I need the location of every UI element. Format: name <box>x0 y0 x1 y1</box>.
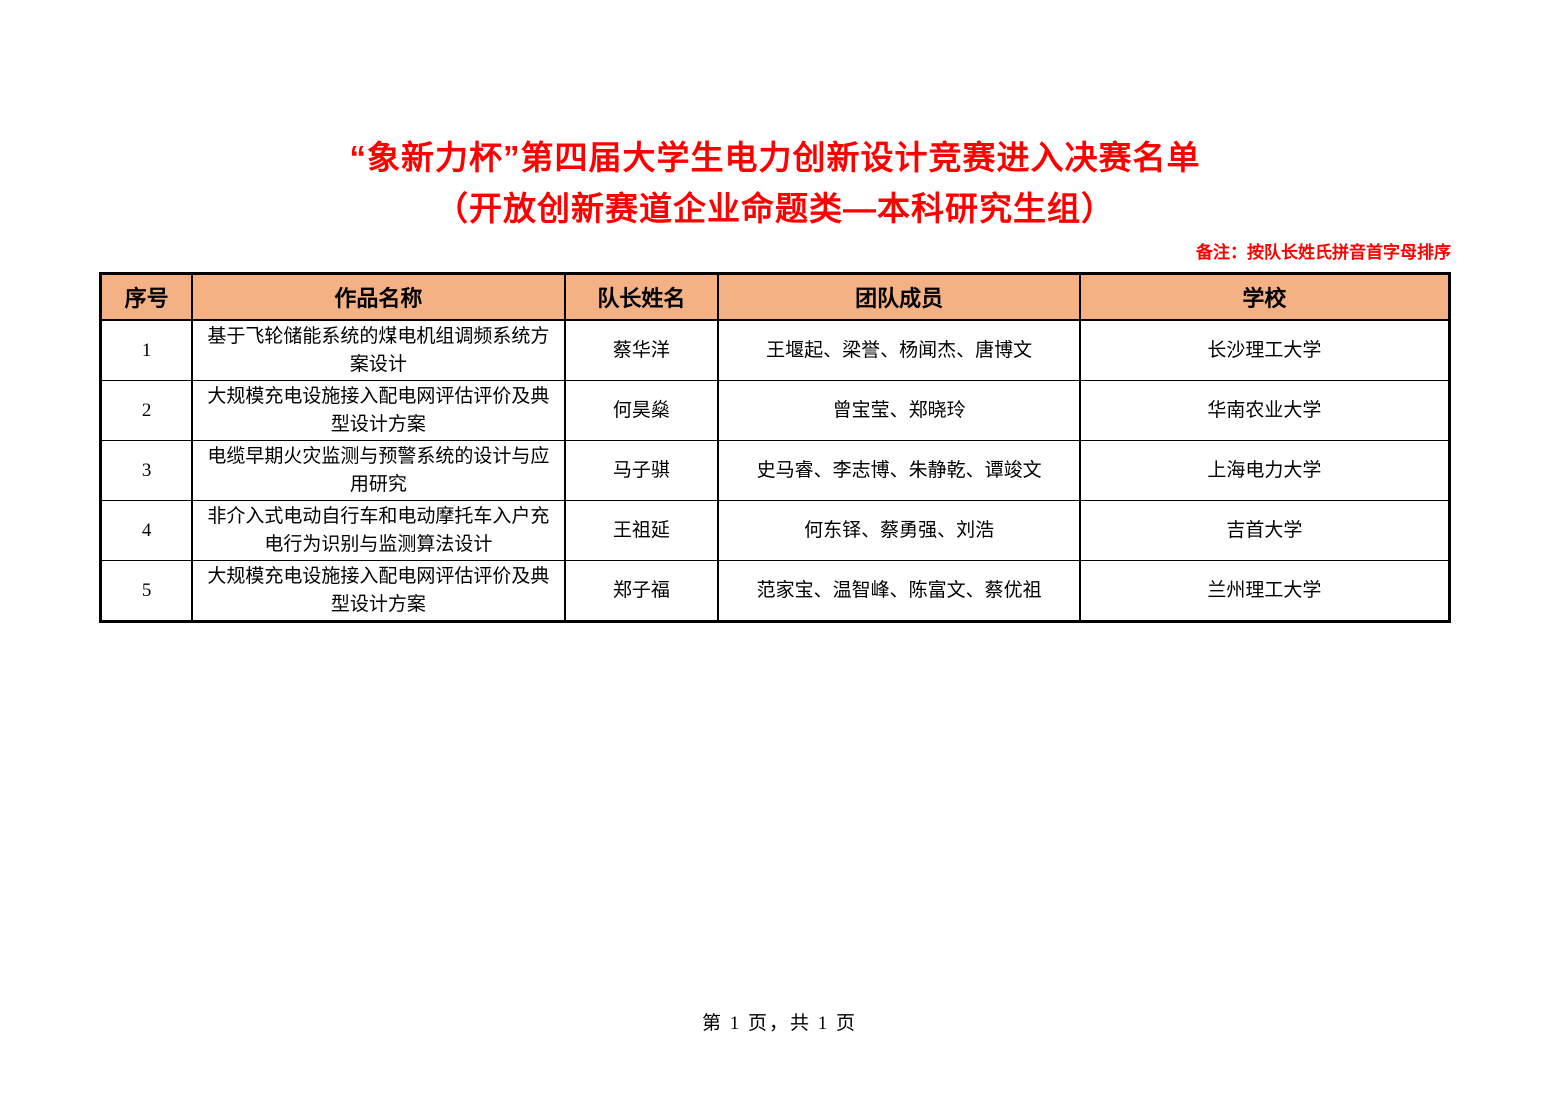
cell-work: 基于飞轮储能系统的煤电机组调频系统方案设计 <box>191 319 566 382</box>
cell-school: 兰州理工大学 <box>1078 560 1451 623</box>
sort-note: 备注：按队长姓氏拼音首字母排序 <box>1196 243 1451 262</box>
cell-school: 吉首大学 <box>1078 500 1451 562</box>
cell-work: 电缆早期火灾监测与预警系统的设计与应用研究 <box>191 440 566 502</box>
cell-no: 1 <box>99 319 194 382</box>
table-row: 5 大规模充电设施接入配电网评估评价及典型设计方案 郑子福 范家宝、温智峰、陈富文、蔡… <box>99 560 1451 623</box>
cell-no: 3 <box>99 440 194 502</box>
cell-members: 王堰起、梁誉、杨闻杰、唐博文 <box>717 319 1081 382</box>
cell-members: 曾宝莹、郑晓玲 <box>717 380 1081 442</box>
cell-members: 史马睿、李志博、朱静乾、谭竣文 <box>717 440 1081 502</box>
cell-leader: 马子骐 <box>563 440 720 502</box>
table-row: 2 大规模充电设施接入配电网评估评价及典型设计方案 何昊燊 曾宝莹、郑晓玲 华南农业大学 <box>99 380 1451 442</box>
column-header: 序号 <box>99 273 194 321</box>
title-line-2: （开放创新赛道企业命题类—本科研究生组） <box>435 190 1115 228</box>
column-header: 队长姓名 <box>563 273 720 321</box>
column-header: 学校 <box>1078 273 1451 321</box>
cell-school: 上海电力大学 <box>1078 440 1451 502</box>
cell-work: 大规模充电设施接入配电网评估评价及典型设计方案 <box>191 380 566 442</box>
finalist-table: 序号 作品名称 队长姓名 团队成员 学校 1 基于飞轮储能系统的煤电机组调频系统方案设计蔡… <box>99 272 1451 624</box>
document-title: “象新力杯”第四届大学生电力创新设计竞赛进入决赛名单 （开放创新赛道企业命题类—… <box>99 132 1451 234</box>
cell-school: 长沙理工大学 <box>1078 319 1451 382</box>
column-header: 作品名称 <box>191 273 566 321</box>
cell-no: 5 <box>99 560 194 623</box>
cell-work: 非介入式电动自行车和电动摩托车入户充电行为识别与监测算法设计 <box>191 500 566 562</box>
page-number: 第 1 页，共 1 页 <box>701 1013 857 1034</box>
title-line-1: “象新力杯”第四届大学生电力创新设计竞赛进入决赛名单 <box>349 139 1201 176</box>
cell-school: 华南农业大学 <box>1078 380 1451 442</box>
cell-leader: 郑子福 <box>563 560 720 623</box>
cell-no: 2 <box>99 380 194 442</box>
cell-no: 4 <box>99 500 194 562</box>
column-header: 团队成员 <box>717 273 1081 321</box>
cell-work: 大规模充电设施接入配电网评估评价及典型设计方案 <box>191 560 566 623</box>
cell-leader: 何昊燊 <box>563 380 720 442</box>
table-row: 1 基于飞轮储能系统的煤电机组调频系统方案设计 蔡华洋 王堰起、梁誉、杨闻杰、唐博文长… <box>99 319 1451 382</box>
cell-leader: 王祖延 <box>563 500 720 562</box>
table-header-row: 序号 作品名称 队长姓名 团队成员 学校 <box>99 273 1451 321</box>
cell-members: 何东铎、蔡勇强、刘浩 <box>717 500 1081 562</box>
cell-leader: 蔡华洋 <box>563 319 720 382</box>
table-row: 3 电缆早期火灾监测与预警系统的设计与应用研究 马子骐 史马睿、李志博、朱静乾、谭竣文… <box>99 440 1451 502</box>
table-row: 4 非介入式电动自行车和电动摩托车入户充电行为识别与监测算法设计 王祖延 何东铎、蔡勇… <box>99 500 1451 562</box>
cell-members: 范家宝、温智峰、陈富文、蔡优祖 <box>717 560 1081 623</box>
